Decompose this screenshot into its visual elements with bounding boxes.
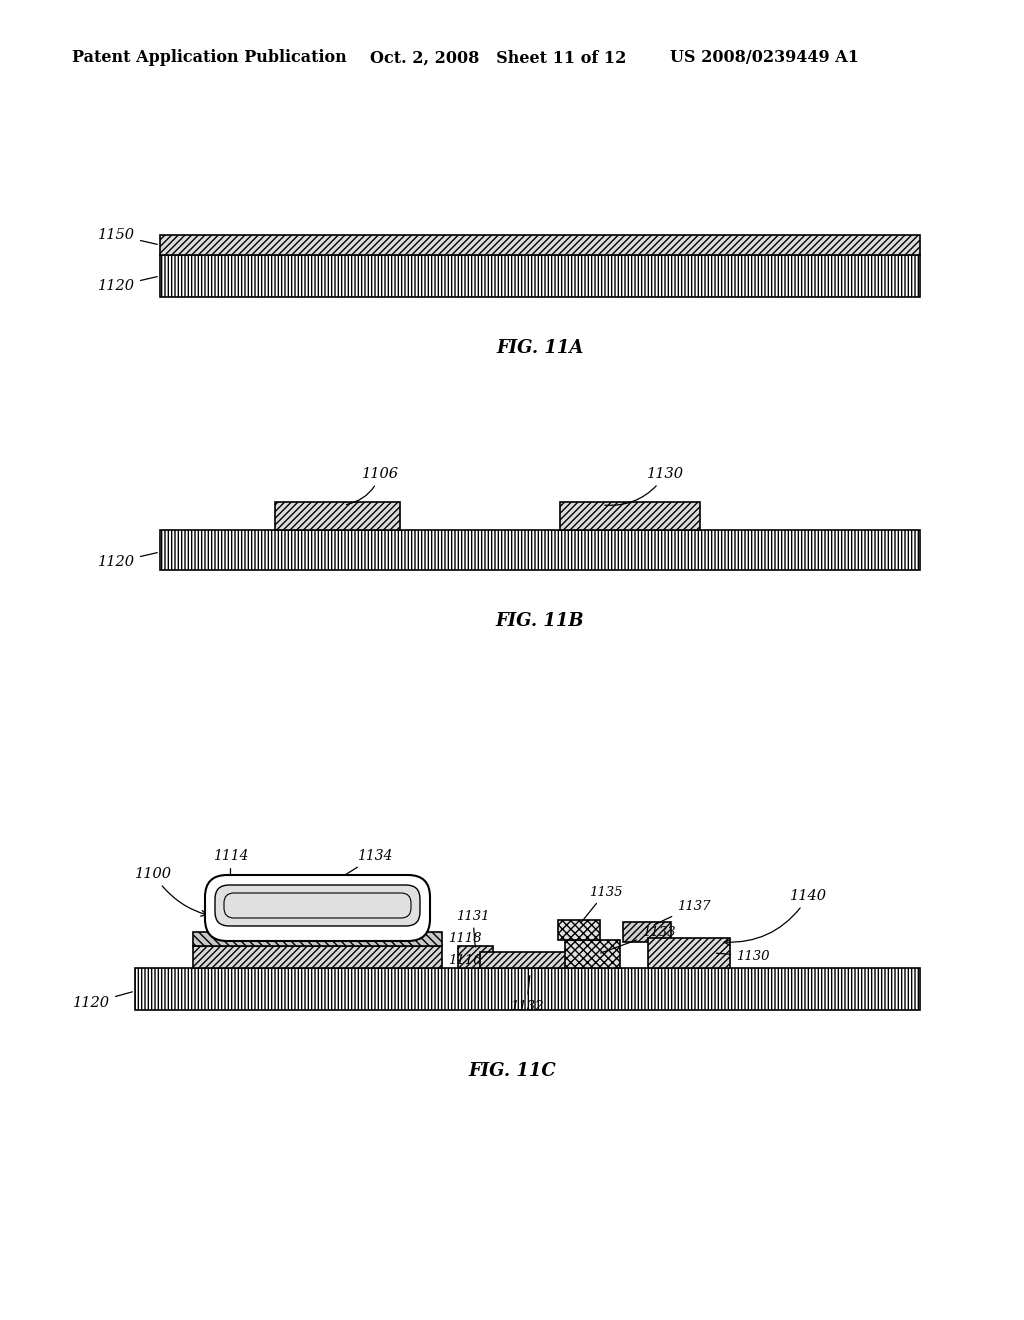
Bar (560, 502, 700, 531)
Text: FIG. 11A: FIG. 11A (497, 339, 584, 356)
Text: 1130: 1130 (605, 467, 684, 506)
Bar (458, 946, 493, 968)
Text: 1130: 1130 (717, 949, 769, 962)
Bar (160, 255, 920, 297)
Text: Patent Application Publication: Patent Application Publication (72, 49, 347, 66)
Bar (648, 939, 730, 968)
Bar (193, 932, 442, 946)
Bar (160, 235, 920, 255)
Text: 1131: 1131 (456, 909, 489, 948)
Text: FIG. 11C: FIG. 11C (468, 1063, 556, 1080)
Text: 1150: 1150 (98, 228, 158, 244)
Text: 1137: 1137 (654, 899, 711, 925)
Text: 1114: 1114 (213, 849, 249, 898)
Text: US 2008/0239449 A1: US 2008/0239449 A1 (670, 49, 859, 66)
Text: 1132: 1132 (510, 975, 544, 1012)
Text: 1116: 1116 (449, 953, 481, 966)
Bar (275, 502, 400, 531)
Text: 1120: 1120 (98, 277, 158, 293)
Text: 1135: 1135 (581, 886, 623, 923)
Bar (623, 921, 671, 942)
Bar (160, 531, 920, 570)
Text: 1120: 1120 (73, 991, 132, 1010)
Text: 1106: 1106 (346, 467, 398, 504)
Text: FIG. 11B: FIG. 11B (496, 612, 585, 630)
Text: 1100: 1100 (135, 867, 207, 916)
Bar (480, 952, 580, 968)
Text: 1134: 1134 (330, 849, 393, 884)
FancyBboxPatch shape (205, 875, 430, 941)
Text: 1118: 1118 (449, 932, 481, 945)
FancyBboxPatch shape (215, 884, 420, 927)
Bar (193, 946, 442, 968)
Bar (558, 920, 600, 940)
Text: 1133: 1133 (601, 925, 676, 953)
Bar (565, 940, 620, 968)
Text: Oct. 2, 2008   Sheet 11 of 12: Oct. 2, 2008 Sheet 11 of 12 (370, 49, 627, 66)
Text: 1140: 1140 (724, 888, 827, 945)
Text: 1120: 1120 (98, 553, 158, 569)
Bar (135, 968, 920, 1010)
